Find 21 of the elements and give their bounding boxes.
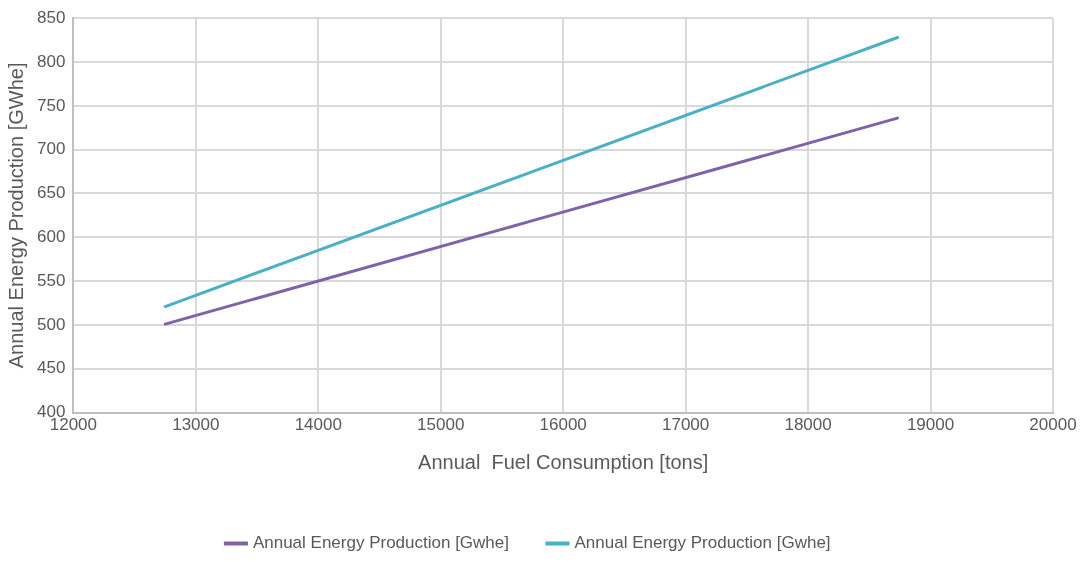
y-tick-label: 600	[36, 227, 66, 246]
legend-label: Annual Energy Production [Gwhe]	[252, 533, 510, 553]
x-axis-title: Annual Fuel Consumption [tons]	[418, 450, 709, 473]
x-tick-label: 17000	[662, 415, 710, 435]
x-tick-label: 18000	[784, 415, 832, 435]
y-tick-label: 450	[36, 358, 66, 378]
x-tick-label: 13000	[172, 415, 220, 435]
x-tick-label: 19000	[906, 415, 955, 435]
x-tick-label: 16000	[539, 415, 587, 435]
legend-label: Annual Energy Production [Gwhe]	[574, 533, 831, 553]
y-tick-label: 850	[36, 7, 66, 27]
y-tick-label: 650	[36, 183, 66, 203]
y-tick-label: 700	[36, 139, 66, 159]
x-tick-label: 15000	[417, 415, 465, 435]
x-tick-label: 14000	[294, 415, 342, 435]
y-tick-label: 500	[36, 314, 66, 334]
y-axis-title: Annual Energy Production [GWhe]	[4, 62, 27, 369]
y-tick-label: 750	[36, 95, 66, 115]
x-tick-label: 20000	[1029, 415, 1077, 435]
y-tick-label: 550	[36, 270, 66, 290]
y-tick-label: 800	[36, 51, 66, 71]
